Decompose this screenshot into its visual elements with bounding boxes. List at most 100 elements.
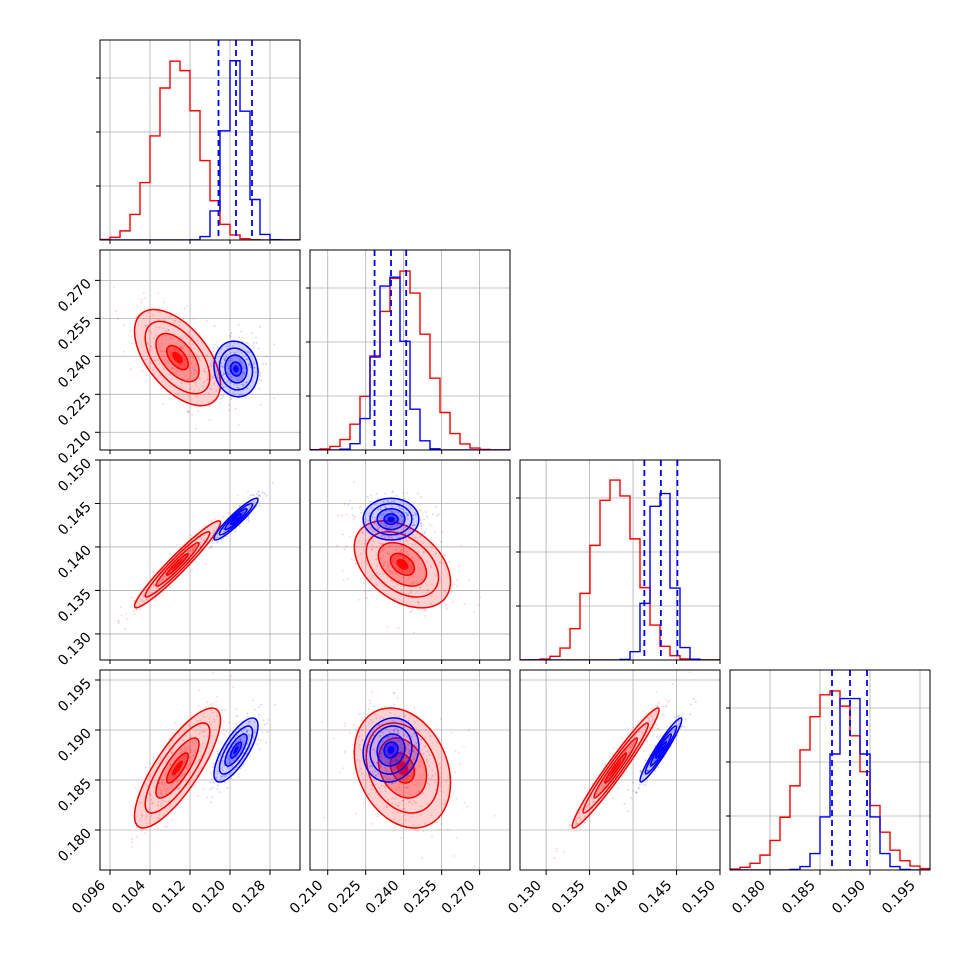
scatter-point	[372, 778, 375, 781]
scatter-point	[157, 801, 160, 803]
scatter-point	[210, 364, 213, 367]
scatter-point	[237, 357, 240, 360]
scatter-point	[445, 802, 447, 804]
scatter-point	[251, 380, 253, 382]
scatter-point	[391, 524, 394, 527]
scatter-point	[628, 740, 631, 743]
scatter-point	[169, 803, 172, 805]
scatter-point	[400, 755, 403, 757]
scatter-point	[337, 514, 340, 517]
scatter-point	[393, 769, 395, 771]
scatter-point	[194, 751, 197, 754]
scatter-point	[219, 523, 222, 525]
scatter-point	[390, 504, 393, 506]
scatter-point	[184, 745, 187, 748]
scatter-point	[387, 566, 389, 568]
scatter-point	[584, 807, 587, 810]
scatter-point	[397, 729, 399, 732]
scatter-point	[117, 619, 120, 622]
scatter-point	[183, 307, 186, 310]
scatter-point	[153, 359, 156, 362]
scatter-point	[252, 366, 255, 369]
scatter-point	[201, 730, 203, 733]
scatter-point	[363, 788, 365, 791]
scatter-point	[240, 360, 243, 363]
scatter-point	[145, 817, 147, 820]
scatter-point	[152, 571, 155, 573]
scatter-point	[370, 507, 373, 510]
scatter-point	[434, 781, 437, 784]
scatter-point	[391, 779, 394, 781]
contour-line	[644, 725, 678, 775]
panel-frame	[99, 669, 301, 871]
scatter-point	[367, 793, 370, 795]
scatter-point	[416, 829, 419, 832]
scatter-point	[417, 601, 420, 603]
scatter-point	[379, 557, 382, 560]
x-tick-label: 0.190	[829, 878, 869, 918]
scatter-point	[407, 568, 410, 571]
scatter-point	[343, 725, 346, 727]
scatter-point	[627, 810, 630, 813]
scatter-point	[152, 756, 155, 759]
scatter-point	[626, 788, 629, 791]
scatter-point	[386, 530, 389, 532]
scatter-point	[218, 373, 220, 376]
scatter-point	[223, 356, 226, 359]
scatter-point	[133, 599, 136, 602]
scatter-point	[381, 534, 383, 536]
scatter-point	[211, 362, 214, 365]
scatter-point	[387, 515, 390, 518]
scatter-point	[254, 371, 257, 373]
scatter-point	[378, 526, 381, 529]
scatter-point	[399, 514, 402, 517]
scatter-point	[166, 360, 169, 363]
scatter-point	[667, 701, 669, 704]
scatter-point	[227, 511, 230, 514]
scatter-point	[377, 528, 380, 530]
scatter-point	[217, 541, 219, 543]
scatter-point	[226, 762, 229, 765]
scatter-point	[259, 371, 262, 374]
scatter-point	[215, 776, 218, 779]
scatter-point	[398, 801, 401, 804]
scatter-point	[644, 726, 647, 729]
scatter-point	[407, 577, 410, 580]
scatter-point	[406, 513, 409, 516]
scatter-point	[246, 729, 249, 732]
density-red	[571, 707, 660, 829]
scatter-point	[253, 721, 256, 723]
scatter-point	[200, 755, 203, 758]
scatter-point	[404, 533, 406, 536]
scatter-point	[406, 767, 408, 770]
scatter-point	[400, 515, 403, 518]
scatter-point	[393, 557, 396, 560]
scatter-point	[418, 729, 421, 732]
x-tick-label: 0.130	[505, 878, 545, 918]
panel-frame	[519, 459, 721, 661]
scatter-point	[412, 750, 415, 753]
scatter-point	[371, 544, 373, 547]
scatter-point	[374, 519, 376, 522]
scatter-point	[351, 514, 354, 517]
scatter-point	[358, 713, 361, 716]
scatter-point	[440, 817, 443, 819]
scatter-point	[230, 398, 233, 400]
scatter-point	[430, 777, 433, 780]
scatter-point	[640, 770, 642, 773]
scatter-point	[210, 545, 213, 548]
scatter-point	[384, 536, 386, 539]
scatter-point	[341, 533, 344, 536]
scatter-point	[217, 759, 220, 762]
scatter-point	[161, 782, 164, 784]
scatter-point	[407, 742, 410, 745]
scatter-point	[428, 754, 431, 756]
scatter-point	[380, 543, 382, 545]
density-core	[387, 746, 395, 754]
scatter-point	[157, 804, 160, 807]
scatter-point	[164, 782, 167, 785]
scatter-point	[583, 815, 586, 818]
scatter-point	[157, 292, 160, 294]
scatter-point	[197, 356, 200, 359]
y-tick-label: 0.195	[55, 676, 95, 716]
